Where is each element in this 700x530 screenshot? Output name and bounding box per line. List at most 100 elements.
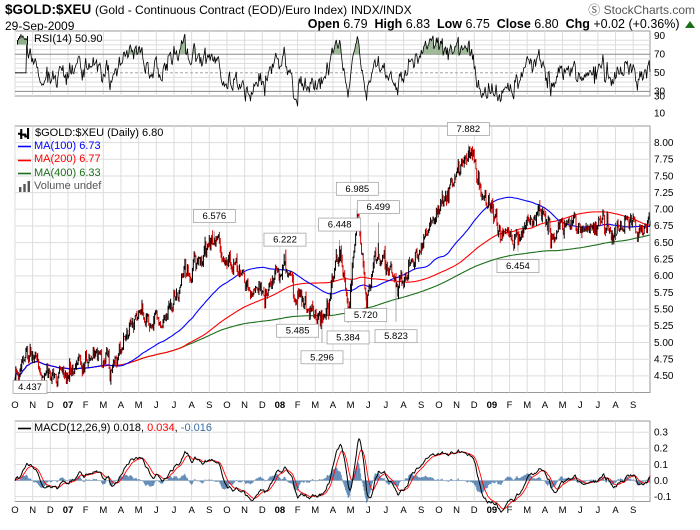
svg-text:90: 90	[654, 31, 666, 42]
svg-text:F: F	[83, 505, 89, 516]
svg-text:08: 08	[275, 400, 286, 411]
svg-text:4.75: 4.75	[654, 354, 674, 365]
svg-text:D: D	[47, 505, 54, 516]
svg-text:O: O	[223, 505, 230, 516]
svg-text:5.25: 5.25	[654, 321, 674, 332]
svg-text:A: A	[188, 400, 195, 411]
svg-text:M: M	[347, 400, 355, 411]
svg-text:A: A	[118, 400, 125, 411]
svg-text:A: A	[612, 505, 619, 516]
svg-text:4.437: 4.437	[18, 382, 42, 393]
svg-text:D: D	[47, 400, 54, 411]
svg-text:S: S	[206, 400, 212, 411]
svg-text:S: S	[630, 400, 636, 411]
svg-text:6.25: 6.25	[654, 255, 674, 266]
svg-text:J: J	[366, 505, 371, 516]
svg-text:M: M	[99, 505, 107, 516]
svg-text:A: A	[330, 400, 337, 411]
svg-text:07: 07	[63, 505, 74, 516]
svg-text:4.50: 4.50	[654, 371, 674, 382]
svg-text:D: D	[471, 505, 478, 516]
svg-text:J: J	[172, 505, 177, 516]
svg-text:30: 30	[654, 92, 666, 103]
svg-text:09: 09	[487, 505, 498, 516]
svg-text:M: M	[559, 400, 567, 411]
svg-text:-0.1: -0.1	[654, 492, 672, 503]
svg-text:70: 70	[654, 50, 666, 61]
svg-text:M: M	[311, 505, 319, 516]
svg-text:M: M	[347, 505, 355, 516]
svg-text:M: M	[99, 400, 107, 411]
svg-text:5.720: 5.720	[354, 310, 378, 321]
svg-text:J: J	[595, 505, 600, 516]
svg-text:M: M	[523, 505, 531, 516]
svg-text:N: N	[241, 400, 248, 411]
svg-text:A: A	[400, 400, 407, 411]
svg-text:6.00: 6.00	[654, 271, 674, 282]
svg-text:6.75: 6.75	[654, 221, 674, 232]
svg-text:N: N	[29, 400, 36, 411]
svg-text:J: J	[384, 505, 389, 516]
svg-text:A: A	[612, 400, 619, 411]
svg-text:7.25: 7.25	[654, 188, 674, 199]
svg-text:7.00: 7.00	[654, 205, 674, 216]
svg-text:5.296: 5.296	[310, 352, 334, 363]
svg-text:A: A	[400, 505, 407, 516]
svg-text:6.454: 6.454	[506, 261, 530, 272]
svg-text:J: J	[384, 400, 389, 411]
svg-text:5.485: 5.485	[286, 326, 310, 337]
svg-text:7.882: 7.882	[456, 124, 480, 135]
svg-text:J: J	[154, 400, 159, 411]
svg-text:O: O	[11, 505, 18, 516]
svg-text:N: N	[29, 505, 36, 516]
svg-text:6.222: 6.222	[273, 235, 297, 246]
svg-text:S: S	[418, 505, 424, 516]
svg-text:M: M	[523, 400, 531, 411]
svg-text:J: J	[172, 400, 177, 411]
svg-text:6.50: 6.50	[654, 238, 674, 249]
svg-text:M: M	[559, 505, 567, 516]
svg-text:F: F	[295, 505, 301, 516]
svg-text:10: 10	[654, 109, 666, 120]
svg-text:5.384: 5.384	[336, 332, 360, 343]
svg-text:A: A	[542, 505, 549, 516]
svg-text:D: D	[471, 400, 478, 411]
svg-text:N: N	[453, 505, 460, 516]
svg-text:50: 50	[654, 68, 666, 79]
svg-text:M: M	[311, 400, 319, 411]
svg-text:D: D	[259, 400, 266, 411]
svg-text:A: A	[542, 400, 549, 411]
svg-text:5.50: 5.50	[654, 305, 674, 316]
svg-text:5.823: 5.823	[384, 331, 408, 342]
svg-text:J: J	[154, 505, 159, 516]
svg-text:6.985: 6.985	[345, 184, 369, 195]
svg-text:D: D	[259, 505, 266, 516]
svg-text:7.75: 7.75	[654, 155, 674, 166]
svg-text:O: O	[11, 400, 18, 411]
svg-text:5.75: 5.75	[654, 288, 674, 299]
svg-text:F: F	[83, 400, 89, 411]
svg-text:N: N	[453, 400, 460, 411]
svg-text:J: J	[578, 505, 583, 516]
svg-text:O: O	[223, 400, 230, 411]
svg-text:0.3: 0.3	[654, 428, 668, 439]
svg-text:M: M	[135, 400, 143, 411]
svg-text:0.0: 0.0	[654, 476, 668, 487]
svg-text:0.1: 0.1	[654, 460, 668, 471]
svg-text:M: M	[135, 505, 143, 516]
svg-text:5.00: 5.00	[654, 338, 674, 349]
svg-text:A: A	[188, 505, 195, 516]
svg-text:J: J	[578, 400, 583, 411]
svg-text:0.2: 0.2	[654, 444, 668, 455]
svg-text:A: A	[330, 505, 337, 516]
svg-text:07: 07	[63, 400, 74, 411]
svg-text:J: J	[366, 400, 371, 411]
svg-text:S: S	[630, 505, 636, 516]
svg-text:09: 09	[487, 400, 498, 411]
svg-text:08: 08	[275, 505, 286, 516]
svg-text:O: O	[435, 505, 442, 516]
svg-text:J: J	[595, 400, 600, 411]
svg-text:6.576: 6.576	[202, 211, 226, 222]
svg-text:F: F	[507, 505, 513, 516]
svg-text:6.499: 6.499	[366, 202, 390, 213]
